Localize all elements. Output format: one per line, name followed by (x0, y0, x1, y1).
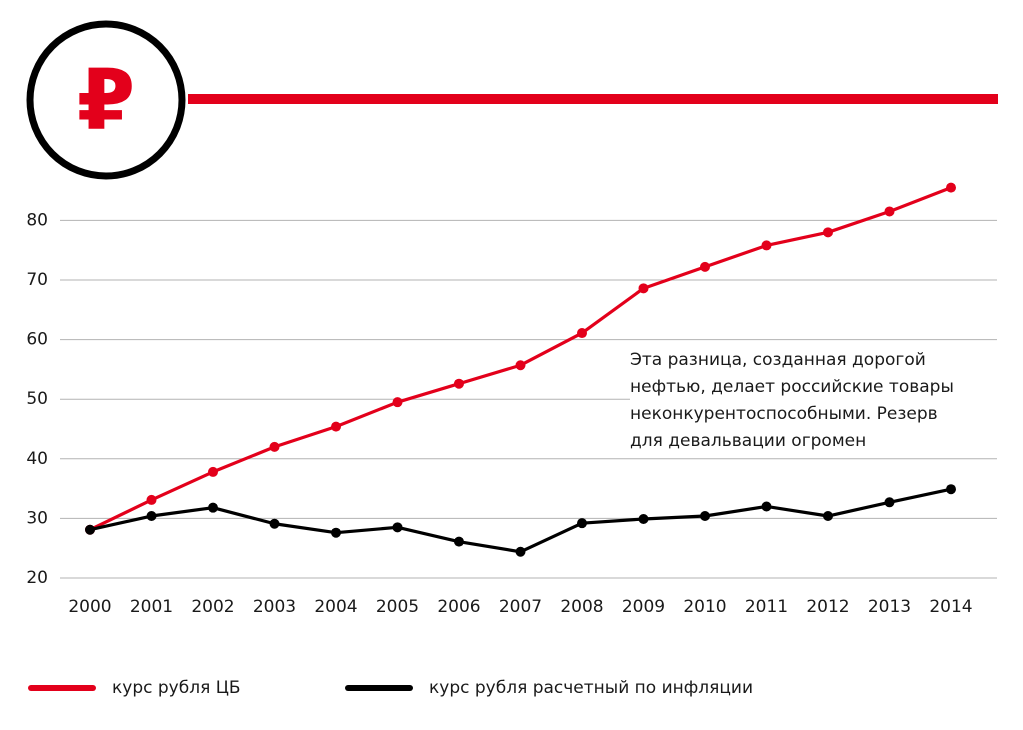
y-tick-label: 80 (26, 210, 48, 230)
data-point (884, 206, 895, 217)
data-point (761, 501, 772, 512)
ruble-icon: ₽ (77, 51, 135, 149)
x-tick-label: 2008 (560, 597, 603, 617)
x-tick-label: 2012 (806, 597, 849, 617)
legend-label-cb: курс рубля ЦБ (112, 678, 241, 698)
data-point (700, 511, 710, 522)
data-point (392, 397, 403, 408)
data-point (700, 261, 710, 272)
y-tick-label: 60 (26, 330, 48, 350)
x-tick-label: 2006 (437, 597, 480, 617)
data-point (638, 283, 649, 294)
data-point (208, 466, 218, 477)
x-tick-label: 2009 (622, 597, 665, 617)
data-point (85, 524, 95, 535)
x-tick-label: 2011 (745, 597, 788, 617)
data-point (269, 441, 280, 452)
x-tick-label: 2000 (68, 597, 111, 617)
x-tick-label: 2003 (253, 597, 296, 617)
data-point (515, 360, 526, 371)
data-point (454, 378, 464, 389)
data-point (146, 511, 157, 522)
y-tick-label: 50 (26, 389, 48, 409)
x-tick-label: 2007 (499, 597, 542, 617)
x-tick-label: 2010 (683, 597, 726, 617)
legend-item-cb: курс рубля ЦБ (28, 673, 241, 703)
annotation-text: Эта разница, созданная дорогой нефтью, д… (630, 347, 1000, 455)
x-tick-label: 2014 (929, 597, 972, 617)
data-point (823, 227, 833, 238)
legend-item-inflation: курс рубля расчетный по инфляции (345, 673, 753, 703)
data-point (823, 511, 833, 522)
data-point (392, 522, 403, 533)
data-point (761, 240, 772, 251)
data-point (146, 494, 157, 505)
data-point (331, 527, 341, 538)
x-tick-label: 2001 (130, 597, 173, 617)
header-red-bar (188, 94, 998, 104)
annotation-line-3: неконкурентоспособными. Резерв (630, 404, 938, 424)
y-tick-label: 40 (26, 449, 48, 469)
data-point (577, 518, 587, 529)
x-tick-label: 2004 (314, 597, 357, 617)
data-point (884, 497, 895, 508)
y-tick-label: 70 (26, 270, 48, 290)
series-line-inflation (88, 487, 953, 554)
data-point (208, 502, 218, 513)
x-tick-label: 2002 (191, 597, 234, 617)
data-point (515, 546, 526, 557)
data-point (269, 518, 280, 529)
annotation-line-2: нефтью, делает российские товары (630, 377, 954, 397)
data-point (946, 484, 956, 495)
ruble-logo: ₽ (26, 20, 186, 180)
legend-label-inflation: курс рубля расчетный по инфляции (429, 678, 754, 698)
data-point (331, 421, 341, 432)
legend-swatch-cb (28, 685, 96, 691)
logo-circle (26, 20, 186, 180)
data-point (454, 536, 464, 547)
data-point (946, 182, 956, 193)
y-tick-label: 20 (26, 568, 48, 588)
annotation-line-4: для девальвации огромен (630, 431, 867, 451)
data-point (577, 328, 587, 339)
x-tick-label: 2013 (868, 597, 911, 617)
annotation-line-1: Эта разница, созданная дорогой (630, 350, 926, 370)
legend-swatch-inflation (345, 685, 413, 691)
data-point (638, 513, 649, 524)
y-tick-label: 30 (26, 508, 48, 528)
x-tick-label: 2005 (376, 597, 419, 617)
